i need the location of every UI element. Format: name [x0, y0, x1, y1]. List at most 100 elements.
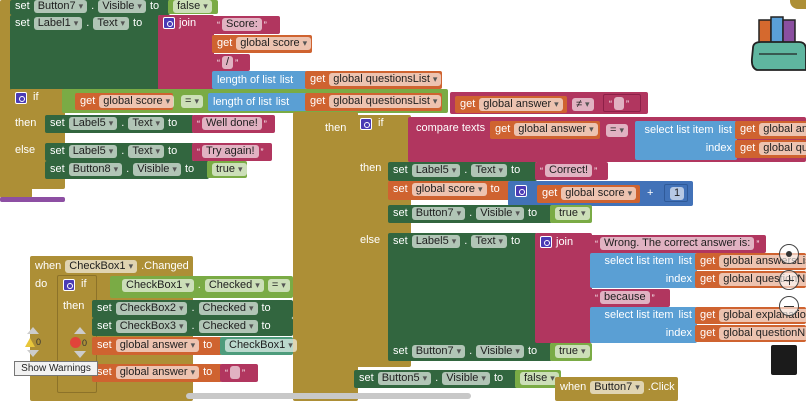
set-label5-text-block[interactable]: set Label5. Text to	[388, 162, 537, 181]
property-dropdown[interactable]: Text	[471, 235, 508, 248]
component-dropdown[interactable]: Button7	[590, 381, 644, 394]
component-dropdown[interactable]: Button7	[33, 0, 88, 13]
boolean-dropdown[interactable]: true	[555, 207, 590, 220]
property-dropdown[interactable]: Text	[128, 145, 165, 158]
property-dropdown[interactable]: Visible	[476, 207, 524, 220]
mutator-gear-icon[interactable]	[540, 236, 552, 248]
boolean-dropdown[interactable]: false	[173, 0, 212, 13]
component-dropdown[interactable]: Button7	[411, 207, 466, 220]
component-dropdown[interactable]: Label5	[411, 164, 461, 177]
variable-dropdown[interactable]: global questionsList	[329, 73, 442, 86]
zoom-out-icon[interactable]	[779, 296, 799, 316]
string-value[interactable]: Correct!	[545, 164, 593, 177]
component-dropdown[interactable]: Label5	[68, 145, 118, 158]
true-block[interactable]: true	[550, 205, 592, 223]
property-dropdown[interactable]: Visible	[476, 345, 524, 358]
text-block-score[interactable]: Score:	[212, 16, 280, 34]
variable-dropdown[interactable]: global score	[561, 187, 637, 200]
select-list-item-block[interactable]: select list item list index	[590, 253, 697, 288]
prev-warning-arrow-icon[interactable]	[27, 327, 39, 334]
boolean-dropdown[interactable]: false	[520, 372, 559, 385]
false-block[interactable]: false	[515, 370, 561, 388]
set-label1-text-block[interactable]: set Label1 . Text to	[10, 15, 160, 90]
property-dropdown[interactable]: Text	[128, 117, 165, 130]
component-dropdown[interactable]: Button7	[411, 345, 466, 358]
operator-dropdown[interactable]: =	[267, 279, 290, 292]
operator-dropdown[interactable]: ≠	[572, 98, 594, 111]
true-block[interactable]: true	[550, 343, 592, 361]
mutator-gear-icon[interactable]	[63, 278, 75, 291]
property-dropdown[interactable]: Checked	[198, 302, 258, 315]
length-of-list-block[interactable]: length of list list	[212, 71, 307, 89]
text-block-well-done[interactable]: Well done!	[192, 115, 275, 133]
get-global-score-block[interactable]: get global score	[212, 35, 312, 53]
string-value[interactable]: Well done!	[202, 117, 262, 130]
join-block[interactable]: join	[535, 233, 592, 343]
if-else-block[interactable]: if then else	[10, 89, 65, 189]
select-list-item-block[interactable]: select list item list index	[590, 307, 697, 343]
variable-dropdown[interactable]: global answer	[514, 123, 598, 136]
string-value[interactable]: Score:	[222, 18, 262, 31]
get-global-question-block[interactable]: get global qu	[735, 140, 806, 158]
error-indicator[interactable]: 0	[70, 327, 90, 358]
component-dropdown[interactable]: Label5	[411, 235, 461, 248]
trash-icon[interactable]	[771, 345, 797, 375]
set-button7-visible-block[interactable]: set Button7 . Visible to	[10, 0, 170, 15]
variable-dropdown[interactable]: global answer	[115, 366, 200, 379]
component-dropdown[interactable]: CheckBox2	[115, 302, 188, 315]
variable-dropdown[interactable]: global answer	[115, 339, 200, 352]
next-error-arrow-icon[interactable]	[74, 351, 86, 358]
variable-dropdown[interactable]: global answer	[479, 98, 563, 111]
set-global-score-block[interactable]: set global score to	[388, 181, 510, 200]
component-dropdown[interactable]: CheckBox3	[115, 320, 188, 333]
when-button7-click-block[interactable]: when Button7 .Click	[555, 377, 678, 401]
checkbox1-component-block[interactable]: CheckBox1	[220, 337, 297, 355]
string-value[interactable]: because	[600, 291, 650, 304]
set-label5-text-block[interactable]: set Label5. Text to	[45, 143, 194, 161]
text-block-slash[interactable]: /	[212, 54, 250, 71]
backpack-icon[interactable]	[749, 12, 806, 72]
set-button5-visible-block[interactable]: set Button5. Visible to	[354, 370, 518, 388]
get-global-answer-block[interactable]: get global answer	[490, 121, 600, 139]
component-dropdown[interactable]: CheckBox1	[65, 260, 138, 273]
mutator-gear-icon[interactable]	[15, 91, 27, 104]
variable-dropdown[interactable]: global score	[99, 95, 175, 108]
number-value[interactable]: 1	[670, 187, 685, 200]
empty-text-block[interactable]	[220, 364, 258, 382]
set-button8-visible-block[interactable]: set Button8. Visible to	[45, 161, 209, 179]
set-global-answer-block[interactable]: set global answer to	[92, 337, 222, 355]
empty-text-block[interactable]	[603, 94, 641, 112]
boolean-dropdown[interactable]: true	[555, 345, 590, 358]
string-value[interactable]	[230, 366, 240, 379]
boolean-dropdown[interactable]: true	[212, 163, 247, 176]
string-value[interactable]: /	[222, 56, 234, 69]
set-label5-text-block[interactable]: set Label5. Text to	[388, 233, 537, 350]
variable-dropdown[interactable]: global questionsList	[329, 95, 442, 108]
variable-dropdown[interactable]: global an	[759, 123, 806, 136]
variable-dropdown[interactable]: global qu	[759, 142, 806, 155]
zoom-in-icon[interactable]	[779, 270, 799, 290]
operator-dropdown[interactable]: =	[606, 124, 628, 137]
variable-dropdown[interactable]: global questionNum	[719, 327, 806, 340]
text-block-try-again[interactable]: Try again!	[192, 143, 272, 161]
join-block[interactable]: join	[158, 15, 214, 90]
set-global-answer-block[interactable]: set global answer to	[92, 364, 222, 382]
warning-indicator[interactable]: 0	[25, 327, 41, 357]
property-dropdown[interactable]: Visible	[133, 163, 181, 176]
number-block[interactable]: 1	[664, 184, 688, 202]
mutator-gear-icon[interactable]	[515, 185, 527, 197]
get-global-question-num-block[interactable]: get global questionNum	[695, 325, 806, 342]
mutator-gear-icon[interactable]	[360, 117, 372, 130]
property-dropdown[interactable]: Checked	[204, 279, 264, 292]
set-button7-visible-block[interactable]: set Button7. Visible to	[388, 205, 552, 223]
if-block-outer[interactable]: then	[293, 112, 358, 401]
set-button7-visible-block[interactable]: set Button7. Visible to	[388, 343, 552, 361]
select-list-item-block[interactable]: select list item list index	[635, 121, 737, 160]
text-block-because[interactable]: because	[590, 289, 670, 307]
get-global-score-block[interactable]: get global score	[537, 185, 640, 203]
false-block[interactable]: false	[168, 0, 218, 14]
true-block[interactable]: true	[207, 161, 247, 178]
component-dropdown[interactable]: CheckBox1	[225, 339, 297, 352]
property-dropdown[interactable]: Visible	[98, 0, 146, 13]
component-dropdown[interactable]: Label1	[33, 17, 83, 30]
